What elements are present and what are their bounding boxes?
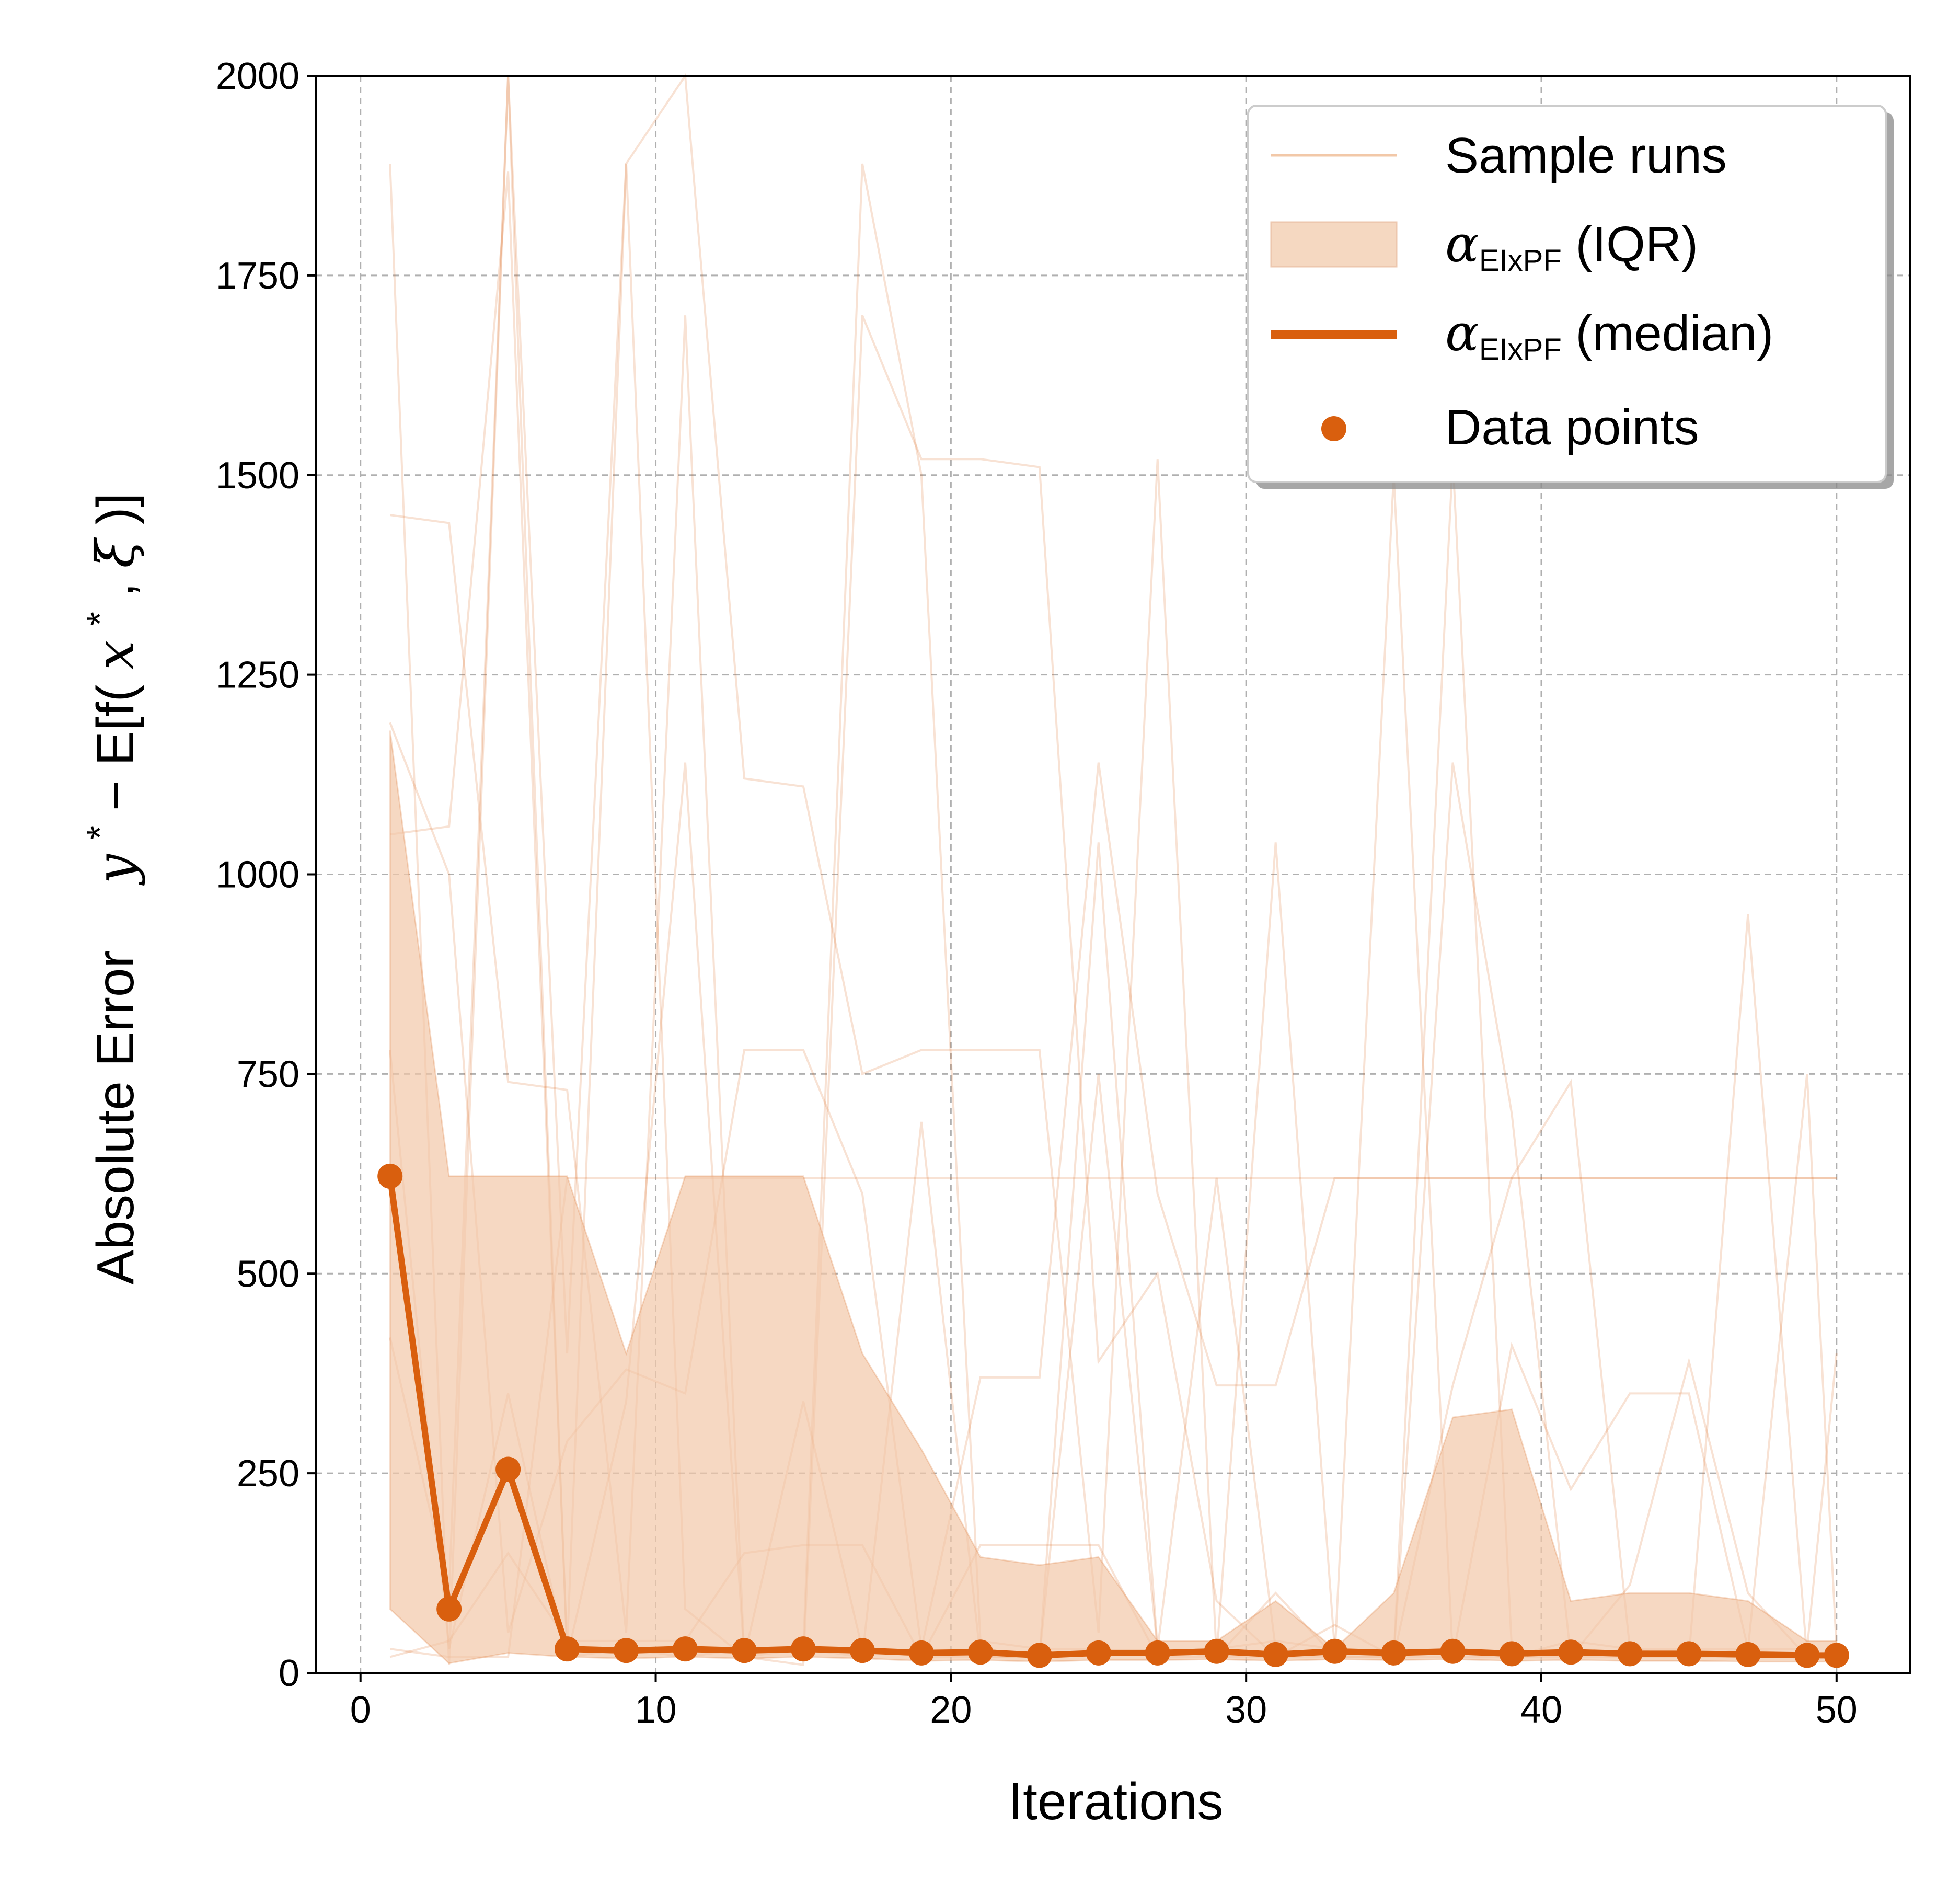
- y-axis-label-minus: − E[f(: [86, 684, 145, 811]
- data-point: [1027, 1643, 1052, 1668]
- data-point: [1676, 1641, 1702, 1667]
- data-point: [495, 1456, 521, 1482]
- y-axis-label-xi: ξ: [85, 537, 146, 568]
- data-point: [1440, 1638, 1466, 1664]
- data-point: [1617, 1641, 1643, 1667]
- data-point: [614, 1638, 639, 1663]
- x-tick-label: 10: [635, 1689, 676, 1731]
- data-point: [967, 1639, 993, 1665]
- y-tick-label: 0: [279, 1653, 299, 1694]
- y-axis-label-x: x: [85, 640, 146, 670]
- y-tick-label: 1250: [216, 655, 299, 696]
- sample-run-line: [389, 762, 1838, 1658]
- data-point: [1263, 1642, 1288, 1667]
- data-point: [1086, 1640, 1111, 1666]
- y-tick-label: 1000: [216, 854, 299, 896]
- data-point: [849, 1638, 875, 1663]
- x-tick-label: 40: [1520, 1689, 1562, 1731]
- x-axis-ticks: 0 10 20 30 40 50: [350, 1673, 1858, 1731]
- data-point: [1499, 1641, 1525, 1667]
- data-point: [1735, 1642, 1761, 1667]
- data-points: [377, 1163, 1849, 1668]
- data-point: [1794, 1643, 1820, 1668]
- data-point: [731, 1638, 757, 1663]
- sample-run-line: [389, 1176, 1837, 1658]
- legend: Sample runs αEIxPF (IQR) αEIxPF (median)…: [1247, 105, 1894, 489]
- y-tick-label: 1500: [216, 455, 299, 497]
- x-tick-label: 50: [1816, 1689, 1858, 1731]
- y-tick-label: 500: [237, 1253, 299, 1295]
- data-point: [436, 1596, 462, 1622]
- data-point: [1558, 1639, 1584, 1665]
- y-tick-label: 1750: [216, 255, 299, 297]
- y-tick-label: 2000: [216, 55, 299, 97]
- x-tick-label: 30: [1225, 1689, 1267, 1731]
- data-point: [673, 1636, 698, 1662]
- data-point: [377, 1163, 403, 1189]
- data-point: [908, 1640, 934, 1666]
- y-axis-label-prefix: Absolute Error: [86, 950, 145, 1284]
- y-axis-label: Absolute Error y * − E[f( x * , ξ )]: [65, 493, 146, 1285]
- x-tick-label: 20: [930, 1689, 972, 1731]
- legend-iqr-swatch: [1270, 221, 1398, 268]
- data-point: [1322, 1638, 1347, 1664]
- data-point: [555, 1636, 580, 1662]
- data-point: [790, 1636, 816, 1662]
- x-axis-label: Iterations: [1008, 1772, 1223, 1831]
- y-axis-label-comma: ,: [86, 568, 145, 598]
- svg-text:Absolute Error y *: Absolute Error y * − E[f( x * , ξ )]: [65, 493, 146, 1285]
- legend-median-label: αEIxPF (median): [1445, 304, 1773, 366]
- data-point: [1145, 1640, 1170, 1666]
- legend-sample-runs-label: Sample runs: [1445, 128, 1727, 183]
- legend-box: [1247, 105, 1887, 483]
- x-tick-label: 0: [350, 1689, 371, 1731]
- y-axis-label-star: *: [79, 825, 120, 840]
- y-axis-label-y: y: [85, 853, 146, 886]
- data-point: [1381, 1640, 1406, 1666]
- y-axis-label-close: )]: [86, 493, 145, 525]
- legend-points-label: Data points: [1445, 399, 1699, 455]
- data-point: [1824, 1643, 1849, 1668]
- y-axis-ticks: 0 250 500 750 1000 1250 1500 1750 2000: [216, 55, 316, 1694]
- legend-points-swatch: [1321, 416, 1346, 441]
- data-point: [1204, 1638, 1229, 1664]
- legend-iqr-label: αEIxPF (IQR): [1445, 215, 1698, 278]
- y-tick-label: 750: [237, 1053, 299, 1095]
- y-tick-label: 250: [237, 1453, 299, 1495]
- y-axis-label-star2: *: [79, 612, 120, 626]
